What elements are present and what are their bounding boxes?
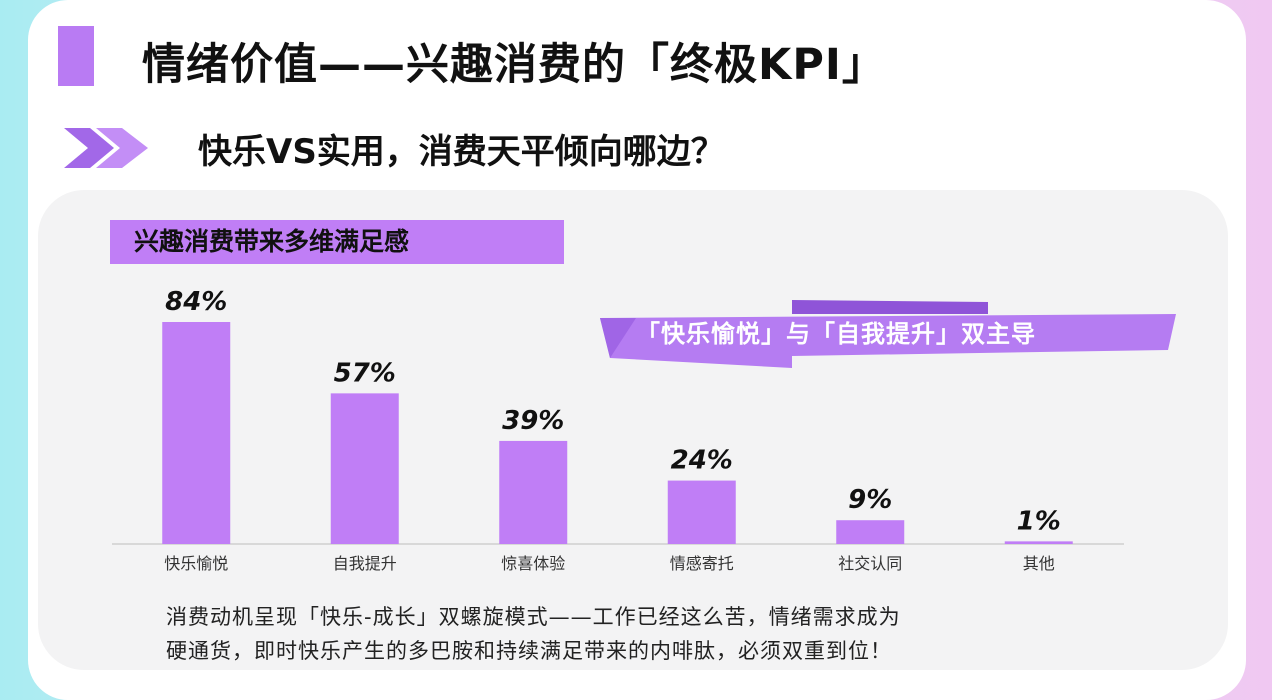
page-title: 情绪价值——兴趣消费的「终极KPI」	[142, 40, 886, 90]
highlight-text: 「快乐愉悦」与「自我提升」双主导	[636, 320, 1036, 348]
bar	[667, 480, 736, 544]
double-chevron-right-icon	[64, 128, 148, 168]
category-label: 情感寄托	[670, 554, 734, 573]
bar-chart: 84% 快乐愉悦 57% 自我提升 39% 惊喜体验 24% 情感寄托 9% 社交认同 1% 其他	[112, 287, 1124, 573]
category-label: 快乐愉悦	[164, 554, 228, 573]
title-accent-bar	[58, 26, 94, 86]
bar	[1004, 541, 1073, 544]
bar	[836, 520, 905, 544]
category-label: 自我提升	[333, 554, 397, 573]
category-label: 社交认同	[838, 554, 902, 573]
caption: 消费动机呈现「快乐-成长」双螺旋模式——工作已经这么苦，情绪需求成为 硬通货，即…	[166, 600, 1146, 668]
section-subtitle: 快乐VS实用，消费天平倾向哪边？	[198, 132, 725, 172]
category-label: 惊喜体验	[501, 554, 565, 573]
bar	[162, 322, 231, 544]
bar	[499, 440, 568, 544]
value-label: 84%	[165, 287, 227, 317]
chart-title-label: 兴趣消费带来多维满足感	[110, 220, 564, 264]
value-label: 1%	[1017, 506, 1061, 536]
bar	[330, 393, 399, 544]
caption-line-2: 硬通货，即时快乐产生的多巴胺和持续满足带来的内啡肽，必须双重到位！	[166, 639, 892, 663]
highlight-banner	[600, 300, 1176, 368]
value-label: 39%	[502, 406, 564, 436]
value-label: 24%	[671, 446, 733, 476]
caption-line-1: 消费动机呈现「快乐-成长」双螺旋模式——工作已经这么苦，情绪需求成为	[166, 605, 901, 629]
value-label: 9%	[848, 485, 892, 515]
category-label: 其他	[1023, 554, 1055, 573]
value-label: 57%	[334, 358, 396, 388]
chart-panel	[38, 190, 1228, 670]
